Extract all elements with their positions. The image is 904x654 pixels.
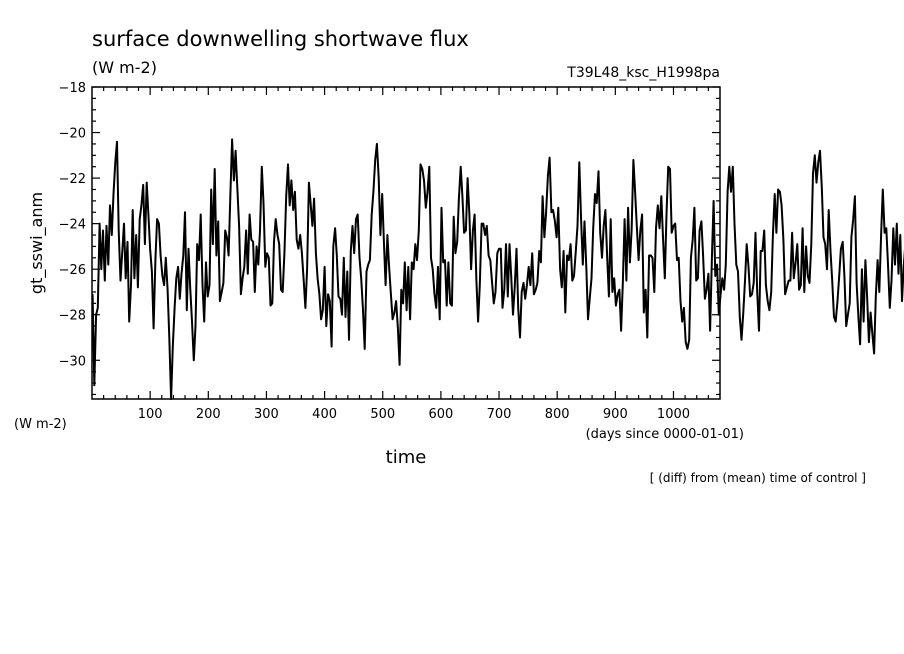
- x-tick-label: 900: [603, 407, 628, 422]
- x-tick-label: 700: [487, 407, 512, 422]
- y-tick-label: −18: [59, 81, 86, 96]
- x-tick-label: 300: [254, 407, 279, 422]
- y-tick-label: −20: [59, 127, 86, 142]
- series-line: [91, 138, 904, 400]
- x-tick-label: 800: [545, 407, 570, 422]
- x-tick-label: 600: [428, 407, 453, 422]
- x-axis-units: (days since 0000-01-01): [586, 427, 744, 442]
- x-tick-label: 400: [312, 407, 337, 422]
- footnote: [ (diff) from (mean) time of control ]: [650, 471, 866, 485]
- y-tick-label: −22: [59, 172, 86, 187]
- x-tick-label: 1000: [657, 407, 690, 422]
- y-tick-label: −28: [59, 309, 86, 324]
- chart-title: surface downwelling shortwave flux: [92, 27, 469, 51]
- x-tick-label: 100: [138, 407, 163, 422]
- y-axis-units: (W m-2): [14, 417, 67, 432]
- y-tick-labels: −30 −28 −26 −24 −22 −20 −18: [59, 81, 86, 369]
- y-axis-label: gt_sswi_anm: [27, 192, 47, 294]
- x-tick-label: 200: [196, 407, 221, 422]
- x-tick-labels: 100 200 300 400 500 600 700 800 900 1000: [138, 407, 690, 422]
- y-tick-label: −26: [59, 263, 86, 278]
- y-tick-label: −24: [59, 218, 86, 233]
- y-tick-label: −30: [59, 354, 86, 369]
- experiment-label: T39L48_ksc_H1998pa: [566, 65, 720, 81]
- title-units: (W m-2): [92, 58, 157, 77]
- x-tick-label: 500: [370, 407, 395, 422]
- x-axis-label: time: [386, 447, 427, 468]
